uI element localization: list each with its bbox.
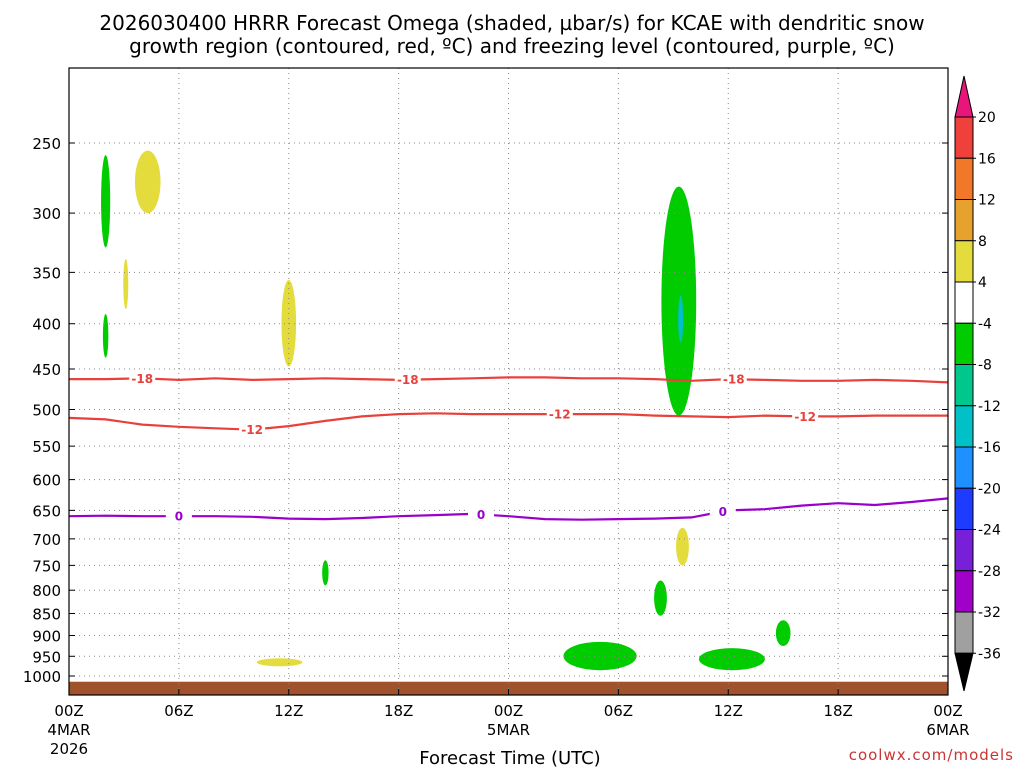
y-tick-label: 450 bbox=[32, 361, 61, 379]
contour-label-freezing-level-0C: 0 bbox=[175, 510, 183, 524]
contour-label-freezing-level-0C: 0 bbox=[477, 508, 485, 522]
colorbar-label: -16 bbox=[978, 440, 1001, 456]
colorbar-label: 4 bbox=[978, 275, 987, 291]
omega-region-yellow-11z-sfc bbox=[256, 658, 303, 667]
contour-isotherm-minus18 bbox=[69, 376, 949, 384]
y-tick-label: 600 bbox=[32, 472, 61, 490]
colorbar-bin bbox=[954, 364, 974, 407]
y-axis: 250 300 350 400 450 500 550 600 650 700 750 800 850 9… bbox=[23, 135, 948, 686]
contour-label-bg bbox=[720, 372, 747, 387]
contour-label-isotherm-minus12: -12 bbox=[241, 423, 263, 437]
colorbar-label: -28 bbox=[978, 564, 1001, 580]
colorbar-bin bbox=[954, 570, 974, 613]
colorbar-bin bbox=[954, 446, 974, 489]
contour-label-freezing-level-0C: 0 bbox=[719, 505, 727, 519]
y-tick-label: 250 bbox=[32, 135, 61, 153]
contour-label-bg bbox=[165, 509, 192, 524]
contour-label-bg bbox=[468, 507, 495, 522]
colorbar-bin bbox=[954, 322, 974, 365]
colorbar-bin bbox=[954, 529, 974, 572]
colorbar-label: -12 bbox=[978, 399, 1001, 415]
colorbar-bin bbox=[954, 116, 974, 159]
y-tick-label: 750 bbox=[32, 557, 61, 575]
chart-title-line1: 2026030400 HRRR Forecast Omega (shaded, … bbox=[99, 11, 924, 35]
colorbar-label: 12 bbox=[978, 193, 996, 209]
x-tick-date: 6MAR bbox=[926, 721, 969, 739]
chart-title-line2: growth region (contoured, red, ºC) and f… bbox=[129, 34, 895, 58]
x-tick-year: 2026 bbox=[50, 740, 88, 758]
omega-region-green-36z-sfc bbox=[698, 648, 765, 671]
colorbar-bin bbox=[954, 157, 974, 200]
x-tick-date: 4MAR bbox=[47, 721, 90, 739]
colorbar-label: 16 bbox=[978, 151, 996, 167]
x-tick-label: 06Z bbox=[164, 702, 193, 720]
x-tick-label: 00Z bbox=[494, 702, 523, 720]
colorbar-bin bbox=[954, 611, 974, 654]
omega-region-yellow-3z-thin bbox=[123, 258, 129, 310]
colorbar-top-triangle bbox=[954, 75, 974, 118]
y-tick-label: 1000 bbox=[23, 668, 61, 686]
contour-label-isotherm-minus18: -18 bbox=[397, 373, 419, 387]
y-tick-label: 650 bbox=[32, 502, 61, 520]
contour-label-bg bbox=[792, 409, 819, 424]
y-tick-label: 550 bbox=[32, 438, 61, 456]
x-tick-label: 18Z bbox=[384, 702, 413, 720]
contour-label-bg bbox=[394, 372, 421, 387]
contour-label-bg bbox=[709, 504, 736, 519]
y-tick-label: 500 bbox=[32, 402, 61, 420]
y-tick-label: 400 bbox=[32, 316, 61, 334]
contour-label-isotherm-minus18: -18 bbox=[131, 372, 153, 386]
y-tick-label: 350 bbox=[32, 264, 61, 282]
colorbar-bin bbox=[954, 405, 974, 448]
colorbar-bin bbox=[954, 240, 974, 283]
contour-label-isotherm-minus18: -18 bbox=[723, 373, 745, 387]
x-tick-label: 18Z bbox=[823, 702, 852, 720]
colorbar-label: 20 bbox=[978, 110, 996, 126]
x-tick-label: 00Z bbox=[54, 702, 83, 720]
contours: -18 -18 -18 -12 -12 -12 0 0 0 bbox=[68, 371, 949, 524]
colorbar-bin bbox=[954, 281, 974, 324]
colorbar-label: -36 bbox=[978, 646, 1001, 662]
colorbar-bin bbox=[954, 199, 974, 242]
omega-region-green-14z-low bbox=[322, 560, 329, 586]
colorbar-label: -8 bbox=[978, 358, 992, 374]
omega-region-yellow-4z-upper bbox=[134, 150, 161, 214]
contour-label-bg bbox=[129, 371, 156, 386]
colorbar-label: -4 bbox=[978, 316, 992, 332]
y-tick-label: 700 bbox=[32, 531, 61, 549]
x-tick-date: 5MAR bbox=[487, 721, 530, 739]
omega-region-teal-34z-core bbox=[678, 295, 684, 343]
colorbar-bottom-triangle bbox=[954, 652, 974, 692]
colorbar: 20 16 12 8 4 -4 -8 -12 -16 -20 -24 -28 -32 -36 bbox=[954, 75, 1001, 692]
y-tick-label: 900 bbox=[32, 627, 61, 645]
x-tick-label: 12Z bbox=[714, 702, 743, 720]
omega-region-green-32z-low bbox=[654, 580, 667, 616]
y-tick-label: 800 bbox=[32, 582, 61, 600]
colorbar-label: -20 bbox=[978, 481, 1001, 497]
contour-label-bg bbox=[546, 407, 573, 422]
colorbar-label: -32 bbox=[978, 605, 1001, 621]
x-tick-label: 06Z bbox=[604, 702, 633, 720]
colorbar-label: 8 bbox=[978, 234, 987, 250]
credit-text[interactable]: coolwx.com/models bbox=[849, 746, 1014, 764]
omega-region-green-2z-mid bbox=[102, 313, 109, 358]
contour-freezing-level-0C bbox=[68, 497, 949, 521]
omega-region-green-34z-column bbox=[661, 186, 697, 416]
colorbar-label: -24 bbox=[978, 523, 1001, 539]
omega-region-green-39z-low bbox=[775, 620, 791, 647]
y-tick-label: 950 bbox=[32, 648, 61, 666]
omega-region-yellow-34z-low bbox=[676, 527, 689, 566]
x-tick-label: 12Z bbox=[274, 702, 303, 720]
x-tick-label: 00Z bbox=[933, 702, 962, 720]
contour-label-isotherm-minus12: -12 bbox=[794, 410, 816, 424]
x-axis-label: Forecast Time (UTC) bbox=[419, 748, 600, 768]
contour-label-isotherm-minus12: -12 bbox=[549, 408, 571, 422]
colorbar-bin bbox=[954, 487, 974, 530]
y-tick-label: 850 bbox=[32, 606, 61, 624]
contour-label-bg bbox=[239, 422, 266, 437]
omega-region-green-2z-upper bbox=[101, 155, 111, 248]
y-tick-label: 300 bbox=[32, 205, 61, 223]
